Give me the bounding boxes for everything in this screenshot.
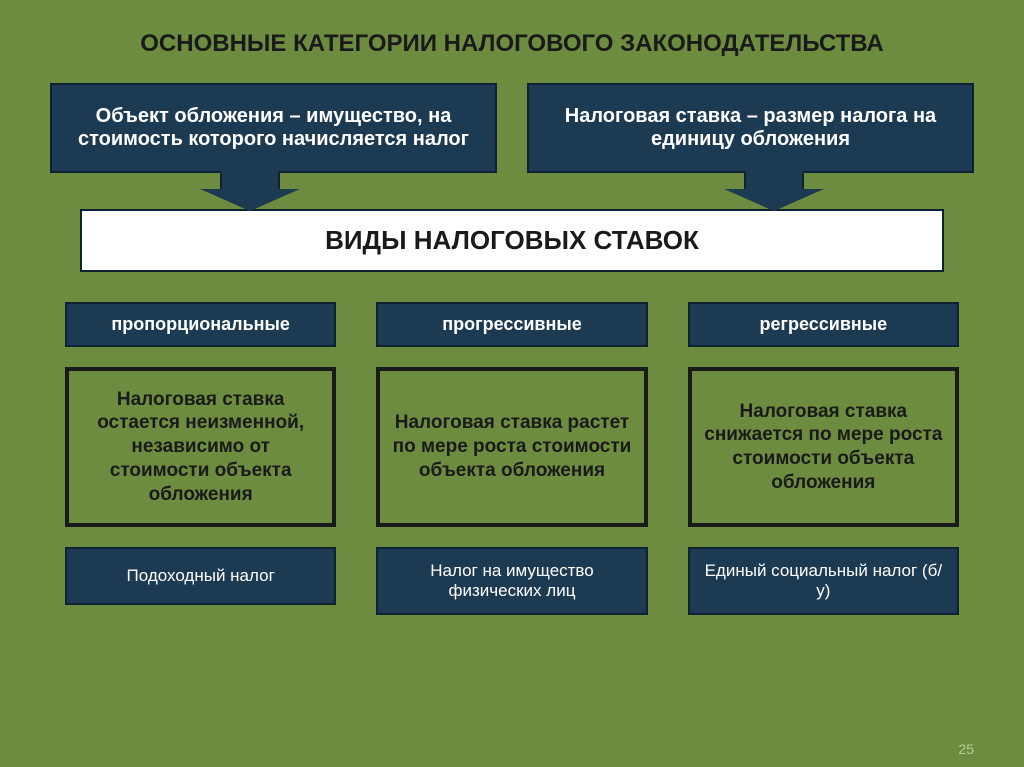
labels-row: пропорциональные прогрессивные регрессив… (50, 302, 974, 347)
arrow-down-icon (200, 171, 300, 211)
slide-container: ОСНОВНЫЕ КАТЕГОРИИ НАЛОГОВОГО ЗАКОНОДАТЕ… (0, 0, 1024, 767)
example-proportional: Подоходный налог (65, 547, 336, 605)
descriptions-row: Налоговая ставка остается неизменной, не… (50, 367, 974, 527)
label-regressive: регрессивные (688, 302, 959, 347)
desc-progressive: Налоговая ставка растет по мере роста ст… (376, 367, 647, 527)
arrows-row (50, 171, 974, 211)
top-definitions-row: Объект обложения – имущество, на стоимос… (50, 83, 974, 173)
definition-object: Объект обложения – имущество, на стоимос… (50, 83, 497, 173)
examples-row: Подоходный налог Налог на имущество физи… (50, 547, 974, 615)
example-progressive: Налог на имущество физических лиц (376, 547, 647, 615)
label-proportional: пропорциональные (65, 302, 336, 347)
arrow-down-icon (724, 171, 824, 211)
desc-proportional: Налоговая ставка остается неизменной, не… (65, 367, 336, 527)
label-progressive: прогрессивные (376, 302, 647, 347)
slide-title: ОСНОВНЫЕ КАТЕГОРИИ НАЛОГОВОГО ЗАКОНОДАТЕ… (50, 30, 974, 58)
definition-rate: Налоговая ставка – размер налога на един… (527, 83, 974, 173)
desc-regressive: Налоговая ставка снижается по мере роста… (688, 367, 959, 527)
example-regressive: Единый социальный налог (б/у) (688, 547, 959, 615)
types-heading: ВИДЫ НАЛОГОВЫХ СТАВОК (80, 209, 944, 272)
page-number: 25 (958, 741, 974, 757)
